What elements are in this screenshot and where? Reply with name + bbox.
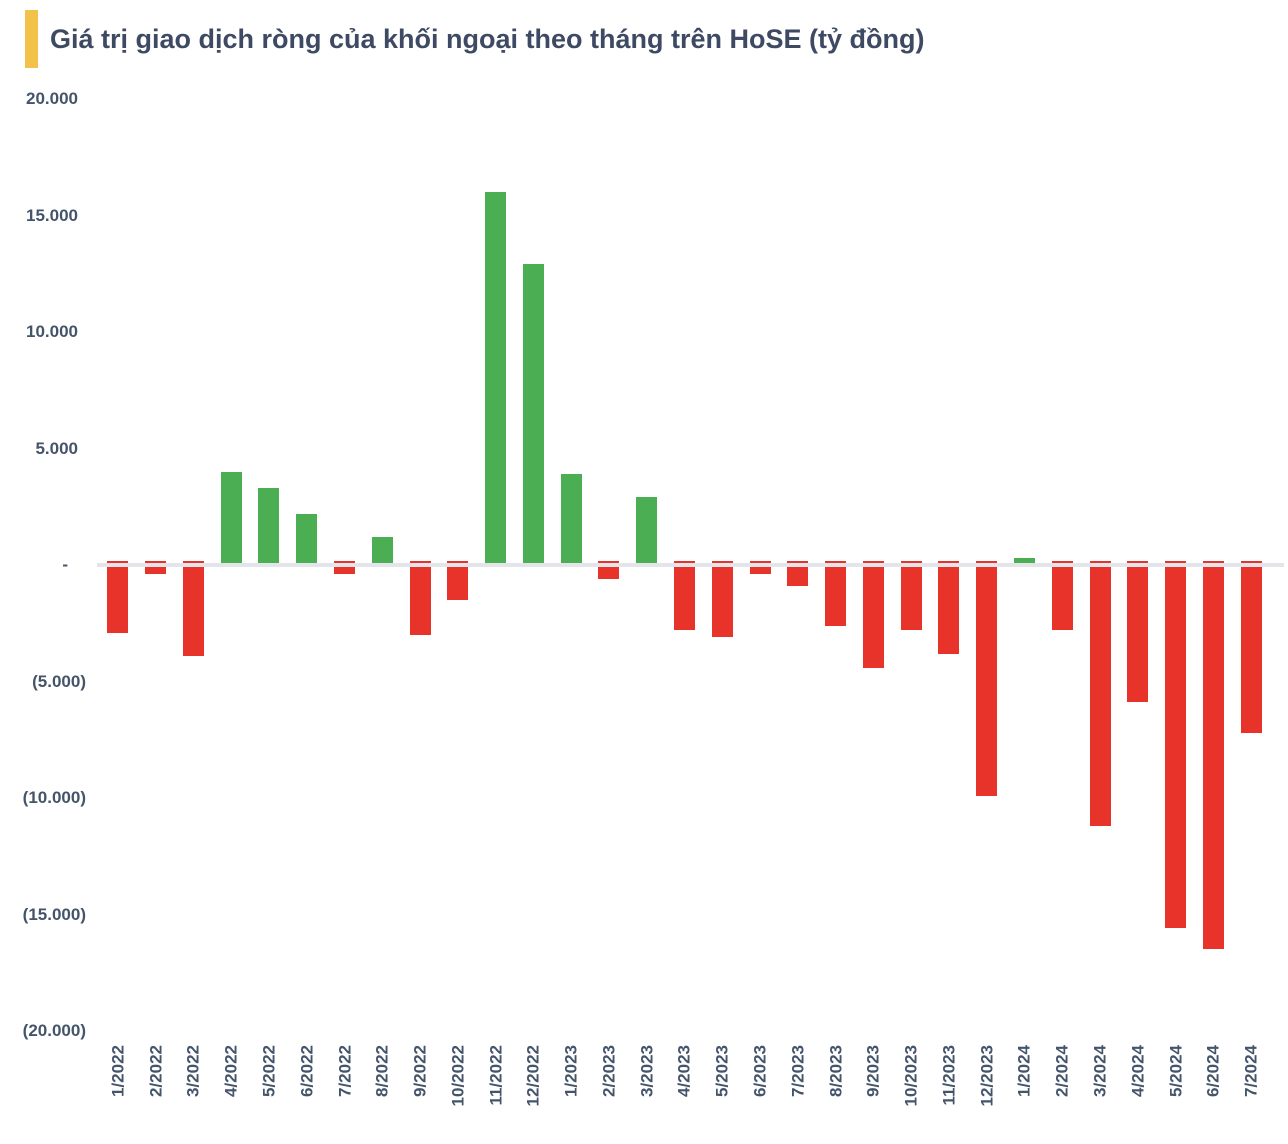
x-tick-label: 4/2023 <box>674 1045 694 1097</box>
bar <box>258 488 280 565</box>
x-tick-label: 9/2023 <box>863 1045 883 1097</box>
x-tick-label: 12/2022 <box>523 1045 543 1107</box>
x-tick-label: 7/2023 <box>788 1045 808 1097</box>
x-tick-label: 6/2024 <box>1203 1045 1223 1097</box>
y-tick-label: (10.000) <box>22 788 86 807</box>
bar <box>938 561 960 654</box>
bar <box>900 561 922 631</box>
bar <box>107 561 129 633</box>
y-tick-label: 20.000 <box>26 89 78 108</box>
bar <box>182 561 204 656</box>
x-tick-label: 1/2024 <box>1014 1045 1034 1097</box>
x-tick-label: 10/2022 <box>448 1045 468 1107</box>
x-tick-label: 2/2024 <box>1052 1045 1072 1097</box>
x-tick-label: 1/2022 <box>108 1045 128 1097</box>
bar <box>1013 558 1035 565</box>
bar <box>220 471 242 565</box>
x-tick-label: 7/2024 <box>1241 1045 1261 1097</box>
bar <box>825 561 847 626</box>
bar <box>1051 561 1073 631</box>
x-tick-label: 6/2023 <box>750 1045 770 1097</box>
bar <box>787 561 809 586</box>
x-tick-label: 4/2022 <box>221 1045 241 1097</box>
y-tick-label: - <box>62 555 68 574</box>
x-tick-label: 5/2023 <box>712 1045 732 1097</box>
bar <box>673 561 695 631</box>
x-tick-label: 3/2023 <box>637 1045 657 1097</box>
x-tick-label: 8/2023 <box>826 1045 846 1097</box>
x-tick-label: 6/2022 <box>297 1045 317 1097</box>
bar <box>522 264 544 565</box>
bar <box>1202 561 1224 950</box>
y-tick-label: 5.000 <box>35 438 78 458</box>
x-tick-label: 2/2023 <box>599 1045 619 1097</box>
bar <box>371 537 393 565</box>
bar <box>1127 561 1149 703</box>
x-tick-label: 1/2023 <box>561 1045 581 1097</box>
bar <box>560 474 582 565</box>
x-tick-label: 11/2022 <box>486 1045 506 1106</box>
bar <box>296 513 318 565</box>
bar <box>636 497 658 565</box>
x-tick-label: 3/2022 <box>183 1045 203 1097</box>
bar <box>409 561 431 635</box>
y-tick-label: (20.000) <box>22 1021 86 1040</box>
bar <box>485 192 507 565</box>
chart-title: Giá trị giao dịch ròng của khối ngoại th… <box>50 24 925 54</box>
x-tick-label: 10/2023 <box>901 1045 921 1107</box>
x-tick-label: 3/2024 <box>1090 1045 1110 1097</box>
bar <box>862 561 884 668</box>
x-tick-label: 7/2022 <box>335 1045 355 1097</box>
bar <box>976 561 998 796</box>
x-tick-label: 11/2023 <box>939 1045 959 1106</box>
bar <box>447 561 469 600</box>
x-tick-label: 2/2022 <box>146 1045 166 1097</box>
x-tick-label: 8/2022 <box>372 1045 392 1097</box>
x-tick-label: 5/2022 <box>259 1045 279 1097</box>
bar <box>1240 561 1262 733</box>
x-tick-label: 5/2024 <box>1166 1045 1186 1097</box>
title-accent-bar <box>25 10 38 68</box>
x-tick-label: 12/2023 <box>977 1045 997 1107</box>
x-tick-label: 4/2024 <box>1128 1045 1148 1097</box>
y-tick-label: 10.000 <box>26 322 78 341</box>
y-tick-label: 15.000 <box>26 205 78 225</box>
y-tick-label: (5.000) <box>32 671 86 691</box>
bar <box>711 561 733 638</box>
y-tick-label: (15.000) <box>22 904 86 924</box>
zero-axis-line <box>97 563 1284 567</box>
x-tick-label: 9/2022 <box>410 1045 430 1097</box>
bar <box>1089 561 1111 826</box>
bar <box>1165 561 1187 929</box>
